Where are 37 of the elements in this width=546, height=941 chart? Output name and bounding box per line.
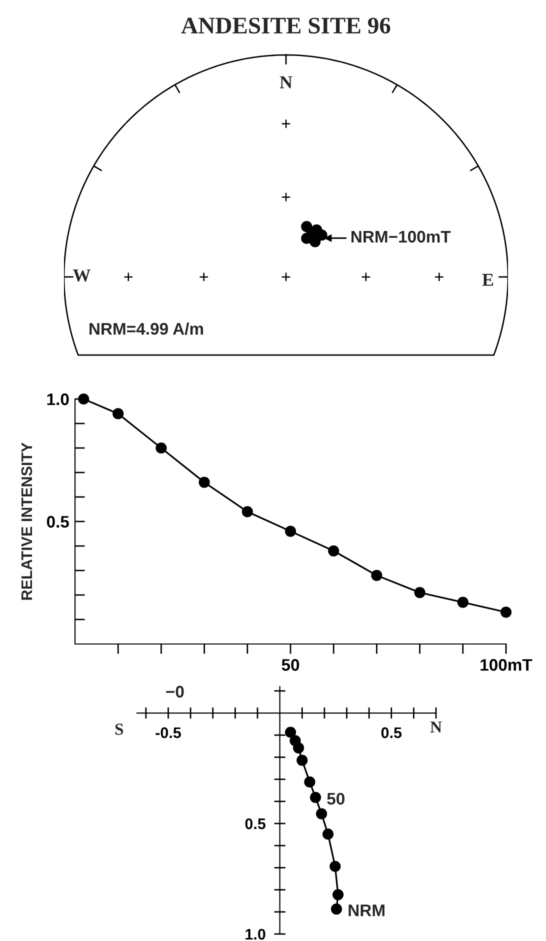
text: ANDESITE SITE 96 bbox=[181, 18, 390, 34]
y-axis-title: RELATIVE INTENSITY bbox=[21, 442, 32, 600]
point bbox=[457, 596, 468, 608]
annotation: 50 bbox=[327, 792, 344, 805]
point bbox=[316, 808, 328, 820]
point bbox=[330, 903, 342, 915]
y-tick-label: 1.0 bbox=[246, 928, 266, 940]
point bbox=[310, 792, 322, 803]
point bbox=[500, 606, 512, 618]
text: W bbox=[72, 269, 91, 282]
point bbox=[284, 526, 296, 537]
annotation: NRM bbox=[348, 904, 384, 916]
text: N bbox=[280, 76, 292, 88]
annotation: −0 bbox=[166, 686, 184, 698]
point bbox=[112, 408, 124, 420]
point bbox=[332, 889, 344, 900]
point bbox=[328, 545, 340, 556]
x-tick-label: -0.5 bbox=[156, 727, 181, 738]
point bbox=[330, 860, 341, 872]
text: NRM=4.99 A/m bbox=[90, 322, 204, 335]
point bbox=[414, 586, 426, 598]
point bbox=[371, 570, 382, 581]
point bbox=[322, 828, 334, 840]
text: NRM−100mT bbox=[351, 230, 451, 243]
text: S bbox=[115, 724, 124, 735]
text: E bbox=[482, 274, 494, 286]
point bbox=[290, 735, 301, 746]
y-tick-label: 1.0 bbox=[47, 393, 69, 406]
annotation: N bbox=[430, 722, 442, 732]
point bbox=[284, 726, 296, 738]
point bbox=[156, 442, 167, 454]
point bbox=[242, 506, 253, 518]
point bbox=[296, 754, 308, 766]
point bbox=[78, 393, 90, 405]
x-tick-label: 100mT bbox=[480, 659, 532, 671]
point bbox=[198, 476, 210, 488]
point bbox=[304, 776, 316, 788]
